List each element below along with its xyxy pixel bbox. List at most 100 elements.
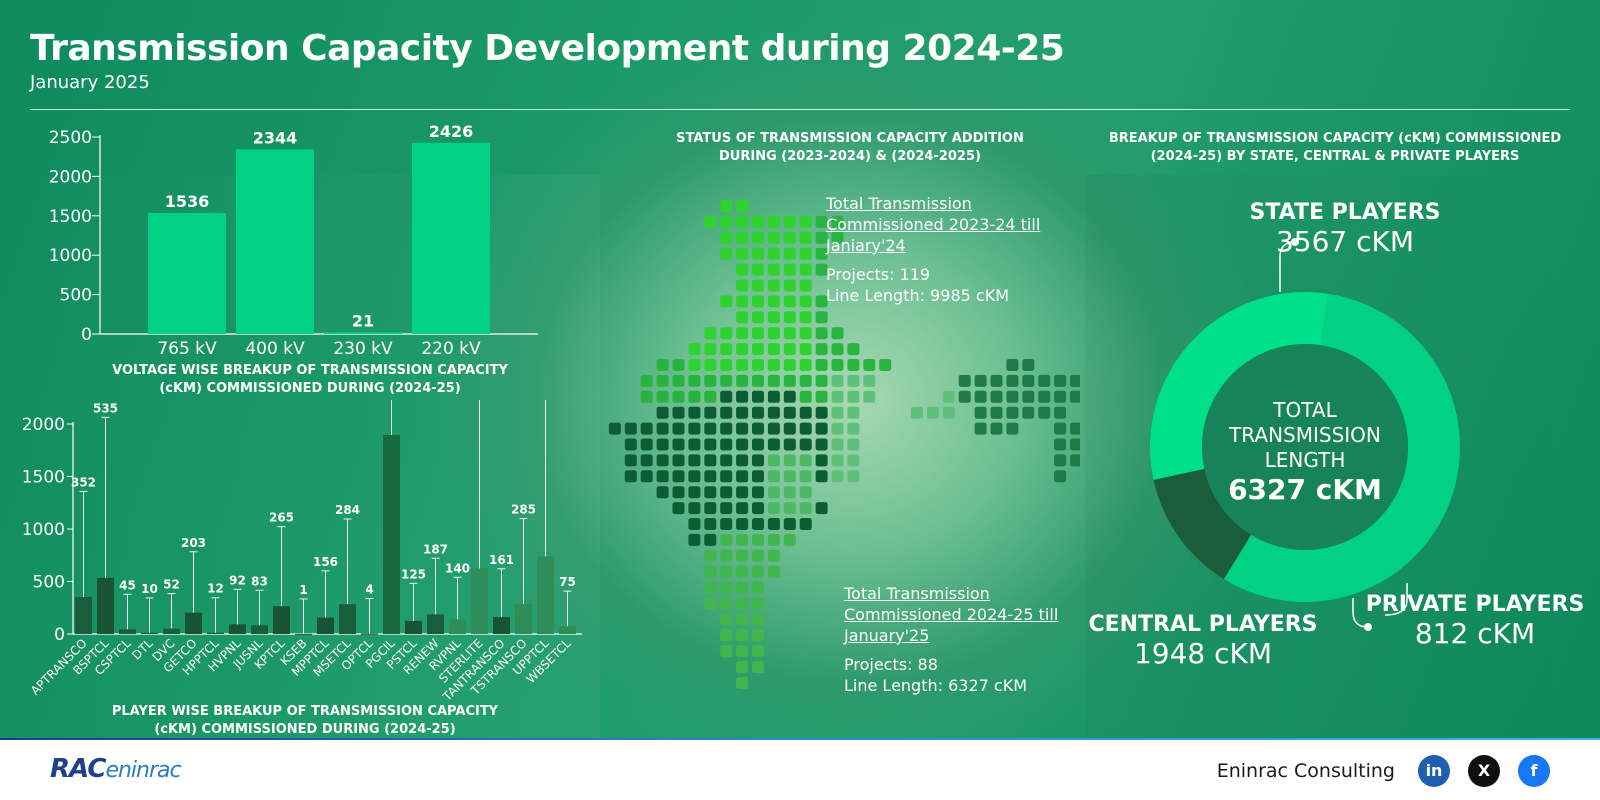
map-tile xyxy=(752,533,764,546)
map-tile xyxy=(799,390,812,403)
y-tick-label: 0 xyxy=(81,325,92,345)
map-tile xyxy=(1006,374,1019,387)
map-tile xyxy=(815,454,828,467)
map-tile xyxy=(736,231,749,244)
facebook-icon[interactable]: f xyxy=(1518,755,1550,787)
bar-jusnl xyxy=(251,625,268,634)
private-players-name: PRIVATE PLAYERS xyxy=(1365,592,1585,617)
map-tile xyxy=(815,327,828,340)
map-tile xyxy=(656,359,669,371)
map-tile xyxy=(767,359,780,371)
map-tile xyxy=(736,359,749,371)
map-tile xyxy=(799,231,812,244)
bar-renew xyxy=(427,614,444,634)
map-tile xyxy=(736,438,749,451)
map-tile xyxy=(736,661,749,674)
bar-hvpnl xyxy=(229,624,246,634)
map-tile xyxy=(624,454,637,467)
map-tile xyxy=(767,247,780,260)
map-tile xyxy=(736,247,749,260)
x-icon[interactable]: X xyxy=(1468,755,1500,787)
map-tile xyxy=(672,486,685,499)
map-tile xyxy=(783,343,796,356)
map-tile xyxy=(752,486,764,499)
map-tile xyxy=(767,549,780,562)
map-tile xyxy=(720,231,733,244)
map-tile xyxy=(767,231,780,244)
map-tile xyxy=(704,359,717,371)
map-tile xyxy=(704,343,717,356)
map-tile xyxy=(799,438,812,451)
slice-state-players xyxy=(1223,293,1460,602)
data-label: 156 xyxy=(313,555,338,569)
map-tile xyxy=(608,422,621,435)
map-tile xyxy=(688,533,701,546)
bar-msetcl xyxy=(339,604,356,634)
map-tile xyxy=(704,422,717,435)
central-players-name: CENTRAL PLAYERS xyxy=(1088,612,1318,637)
map-tile xyxy=(974,422,987,435)
map-tile xyxy=(752,311,764,324)
map-tile xyxy=(752,406,764,419)
map-block-2-heading[interactable]: Total Transmission Commissioned 2024-25 … xyxy=(844,584,1059,645)
map-tile xyxy=(783,359,796,371)
map-tile xyxy=(783,406,796,419)
map-tile xyxy=(736,502,749,515)
map-tile xyxy=(815,263,828,276)
map-block-1-heading[interactable]: Total Transmission Commissioned 2023-24 … xyxy=(826,194,1041,255)
map-tile xyxy=(767,533,780,546)
data-label: 12 xyxy=(207,582,224,596)
map-tile xyxy=(736,390,749,403)
map-tile xyxy=(752,215,764,228)
page-subtitle: January 2025 xyxy=(30,72,150,93)
y-tick-label: 0 xyxy=(54,625,65,645)
map-tile xyxy=(799,247,812,260)
bar-mpptcl xyxy=(317,617,334,634)
map-tile xyxy=(942,390,955,403)
map-tile xyxy=(1054,422,1067,435)
map-tile xyxy=(736,406,749,419)
map-tile xyxy=(736,629,749,642)
bar-aptransco xyxy=(75,597,92,634)
data-label: 535 xyxy=(93,401,118,415)
x-tick-label: 230 kV xyxy=(333,339,393,359)
map-tile xyxy=(704,581,717,594)
map-tile xyxy=(911,406,923,419)
map-tile xyxy=(783,215,796,228)
bar-wbsetcl xyxy=(559,626,576,634)
data-label: 92 xyxy=(229,573,246,587)
x-tick-label: 765 kV xyxy=(157,339,217,359)
map-tile xyxy=(847,438,860,451)
map-tile xyxy=(815,438,828,451)
map-tile xyxy=(656,406,669,419)
map-tile xyxy=(767,422,780,435)
map-tile xyxy=(752,597,764,610)
map-tile xyxy=(656,486,669,499)
map-tile xyxy=(720,486,733,499)
map-tile xyxy=(1054,390,1067,403)
map-tile xyxy=(640,438,653,451)
map-tile xyxy=(672,422,685,435)
map-tile xyxy=(767,263,780,276)
linkedin-icon[interactable]: in xyxy=(1418,755,1450,787)
map-tile xyxy=(688,518,701,530)
map-tile xyxy=(736,645,749,658)
map-tile xyxy=(672,374,685,387)
map-tile xyxy=(863,374,876,387)
map-tile xyxy=(767,486,780,499)
map-tile xyxy=(783,486,796,499)
map-tile xyxy=(799,470,812,483)
map-tile xyxy=(1022,359,1035,371)
map-tile xyxy=(831,470,844,483)
map-tile xyxy=(720,359,733,371)
map-tile xyxy=(752,470,764,483)
map-tile xyxy=(1070,390,1080,403)
map-tile xyxy=(736,374,749,387)
map-tile xyxy=(767,502,780,515)
map-tile xyxy=(799,279,812,292)
map-tile xyxy=(831,390,844,403)
slice-private-players xyxy=(1153,468,1252,580)
map-tile xyxy=(736,279,749,292)
donut-center xyxy=(1202,344,1408,550)
map-tile xyxy=(847,454,860,467)
